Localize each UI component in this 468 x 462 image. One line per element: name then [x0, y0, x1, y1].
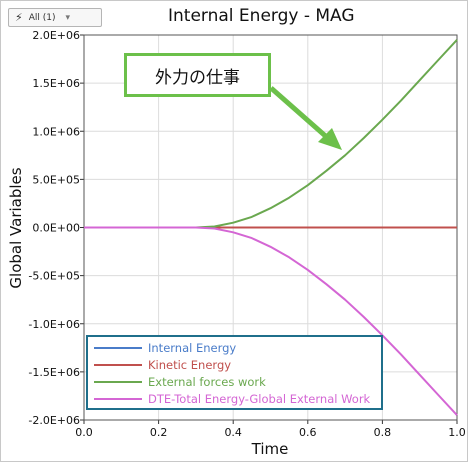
legend-swatch — [94, 346, 142, 349]
y-tick-label: -2.0E+06 — [28, 414, 80, 427]
legend-label: Internal Energy — [148, 340, 237, 355]
legend-entry: External forces work — [94, 373, 381, 390]
y-tick-label: 1.0E+06 — [32, 125, 80, 138]
legend-entry: DTE-Total Energy-Global External Work — [94, 390, 381, 407]
legend-label: Kinetic Energy — [148, 357, 232, 372]
x-tick-label: 0.0 — [75, 426, 93, 439]
y-tick-label: 0.0E+00 — [32, 222, 80, 235]
series-filter-dropdown[interactable]: ⚡ All (1) ▾ — [8, 8, 102, 27]
x-tick-label: 0.8 — [374, 426, 392, 439]
series-line-3 — [84, 39, 458, 229]
y-axis-label: Global Variables — [7, 167, 25, 288]
x-tick-label: 0.2 — [150, 426, 168, 439]
y-tick-label: 5.0E+05 — [32, 173, 80, 186]
x-tick-label: 1.0 — [448, 426, 466, 439]
legend-label: DTE-Total Energy-Global External Work — [148, 391, 371, 406]
legend-swatch — [94, 397, 142, 400]
x-tick-label: 0.4 — [224, 426, 242, 439]
lightning-icon: ⚡ — [15, 11, 23, 24]
y-tick-label: 1.5E+06 — [32, 77, 80, 90]
chart-legend: Internal Energy Kinetic Energy External fo… — [86, 335, 383, 410]
series-line-4 — [84, 226, 458, 416]
annotation-arrow-shaft — [269, 86, 332, 142]
legend-swatch — [94, 380, 142, 383]
x-axis-label: Time — [251, 440, 289, 458]
y-tick-label: 2.0E+06 — [32, 29, 80, 42]
legend-swatch — [94, 363, 142, 366]
legend-label: External forces work — [148, 374, 266, 389]
chart-title: Internal Energy - MAG — [168, 6, 355, 26]
series-filter-label: All (1) — [28, 12, 56, 23]
y-tick-label: -1.5E+06 — [28, 366, 80, 379]
chevron-down-icon: ▾ — [65, 12, 71, 23]
legend-entry: Kinetic Energy — [94, 356, 381, 373]
y-tick-label: -5.0E+05 — [28, 270, 80, 283]
annotation-arrow-head — [318, 128, 342, 150]
annotation-text: 外力の仕事 — [155, 67, 240, 88]
x-tick-label: 0.6 — [299, 426, 317, 439]
legend-entry: Internal Energy — [94, 339, 381, 356]
annotation-callout: 外力の仕事 — [124, 53, 271, 97]
y-tick-label: -1.0E+06 — [28, 318, 80, 331]
